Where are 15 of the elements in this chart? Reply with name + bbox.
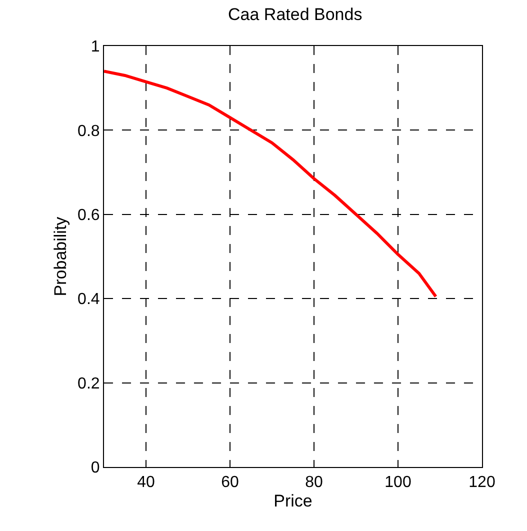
x-tick-label: 40 [137, 474, 155, 492]
y-axis-title: Probability [51, 216, 70, 296]
y-tick-label: 0 [90, 460, 100, 477]
x-tick-label: 60 [221, 474, 239, 492]
y-tick-label: 0.4 [78, 291, 100, 308]
y-tick-label: 0.2 [78, 375, 100, 392]
x-tick-label: 80 [305, 474, 323, 492]
line-series [104, 70, 438, 298]
y-tick-label: 0.6 [78, 207, 100, 224]
chart-title: Caa Rated Bonds [228, 4, 362, 24]
x-axis-title: Price [274, 492, 312, 511]
y-tick-label: 0.8 [78, 122, 100, 140]
y-tick-label: 1 [90, 38, 100, 56]
x-tick-label: 100 [384, 474, 412, 492]
x-tick-label: 120 [468, 474, 496, 492]
